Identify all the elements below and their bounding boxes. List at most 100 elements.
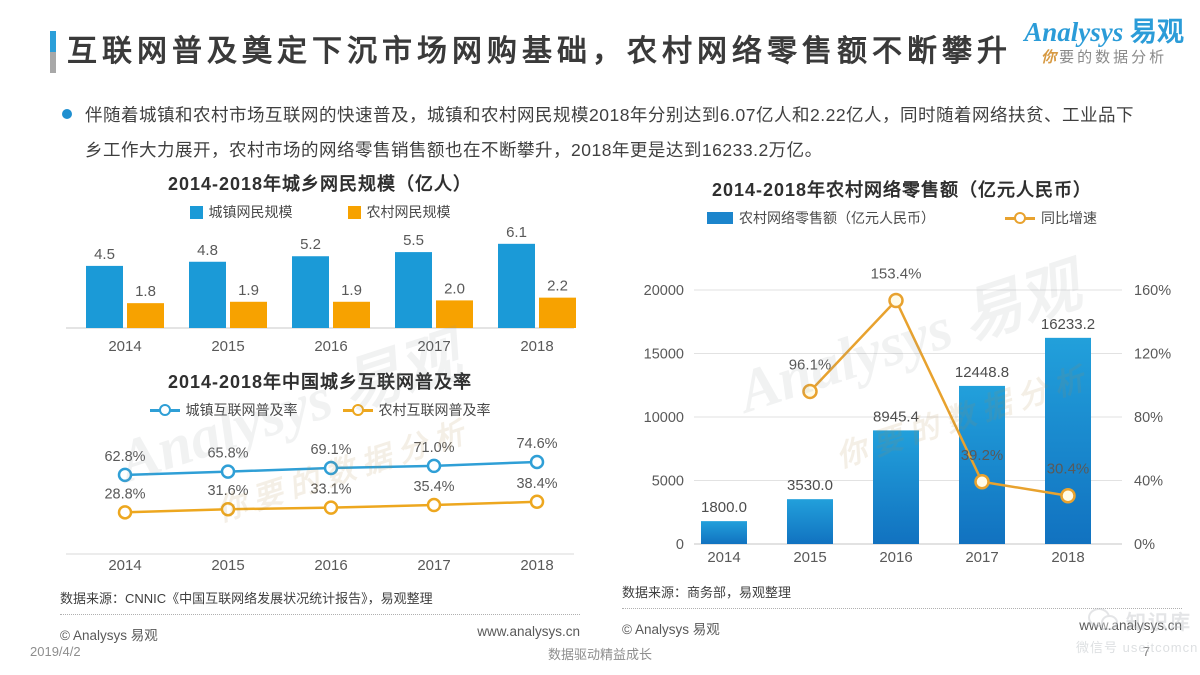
svg-text:120%: 120% <box>1134 347 1171 363</box>
svg-text:35.4%: 35.4% <box>413 479 454 495</box>
legend-item-growth-line: 同比增速 <box>1005 208 1097 228</box>
legend-item-rural-penetration: 农村互联网普及率 <box>342 400 491 420</box>
summary-text: 伴随着城镇和农村市场互联网的快速普及，城镇和农村网民规模2018年分别达到6.0… <box>85 105 1135 160</box>
svg-text:2016: 2016 <box>314 557 347 572</box>
svg-text:96.1%: 96.1% <box>789 356 832 373</box>
left-panel: 2014-2018年城乡网民规模（亿人） 城镇网民规模 农村网民规模 4.5 4.… <box>60 172 580 644</box>
svg-text:153.4%: 153.4% <box>871 265 922 282</box>
report-date: 2019/4/2 <box>30 644 81 659</box>
legend-label: 同比增速 <box>1041 210 1097 226</box>
copyright-text: © Analysys 易观 <box>622 622 720 637</box>
brand-tagline: 你要的数据分析 <box>1041 49 1168 67</box>
penetration-chart-title: 2014-2018年中国城乡互联网普及率 <box>167 372 473 392</box>
legend-line-marker-icon <box>149 403 180 417</box>
svg-text:5.5: 5.5 <box>403 232 424 249</box>
svg-text:2.0: 2.0 <box>444 280 465 297</box>
svg-text:6.1: 6.1 <box>506 224 527 241</box>
right-panel-footer: © Analysys 易观 www.analysys.cn <box>622 608 1182 638</box>
svg-text:8945.4: 8945.4 <box>873 408 919 425</box>
svg-text:2014: 2014 <box>108 338 141 355</box>
legend-item-retail-bars: 农村网络零售额（亿元人民币） <box>707 208 935 228</box>
legend-item-urban-netizen: 城镇网民规模 <box>189 202 293 222</box>
legend-label: 城镇网民规模 <box>208 204 293 220</box>
title-accent-bar <box>50 31 56 73</box>
svg-text:2016: 2016 <box>879 549 912 566</box>
brand-logo: Analysys 易观 你要的数据分析 <box>1024 17 1184 66</box>
svg-text:30.4%: 30.4% <box>1047 461 1090 478</box>
page-number: 7 <box>1142 644 1150 659</box>
svg-text:10000: 10000 <box>644 410 684 426</box>
svg-text:2018: 2018 <box>1051 549 1084 566</box>
svg-text:20000: 20000 <box>644 283 684 299</box>
summary-bullet: 伴随着城镇和农村市场互联网的快速普及，城镇和农村网民规模2018年分别达到6.0… <box>62 98 1152 168</box>
svg-text:2015: 2015 <box>211 557 244 572</box>
page-title: 互联网普及奠定下沉市场网购基础，农村网络零售额不断攀升 <box>67 35 1012 68</box>
page-footer: 2019/4/2 数据驱动精益成长 7 <box>0 644 1200 670</box>
svg-text:0%: 0% <box>1134 537 1155 553</box>
right-panel: 2014-2018年农村网络零售额（亿元人民币） 农村网络零售额（亿元人民币） … <box>622 178 1182 638</box>
svg-text:0: 0 <box>676 537 684 553</box>
svg-text:5.2: 5.2 <box>300 236 321 253</box>
legend-label: 农村互联网普及率 <box>378 402 491 418</box>
svg-text:2014: 2014 <box>707 549 740 566</box>
svg-text:71.0%: 71.0% <box>413 440 454 456</box>
legend-swatch-icon <box>189 205 203 219</box>
svg-text:33.1%: 33.1% <box>310 482 351 498</box>
right-source-note: 数据来源：商务部，易观整理 <box>622 585 792 600</box>
svg-text:2018: 2018 <box>520 338 553 355</box>
left-panel-footer: © Analysys 易观 www.analysys.cn <box>60 614 580 644</box>
brand-logo-text: Analysys 易观 <box>1024 17 1184 48</box>
svg-text:4.5: 4.5 <box>94 246 115 263</box>
retail-chart-title: 2014-2018年农村网络零售额（亿元人民币） <box>711 180 1093 200</box>
legend-label: 农村网民规模 <box>366 204 451 220</box>
svg-text:1.9: 1.9 <box>238 282 259 299</box>
penetration-line-chart: 62.8% 65.8% 69.1% 71.0% 74.6% 28.8% 31.6% 33.1%… <box>66 436 574 572</box>
legend-item-urban-penetration: 城镇互联网普及率 <box>149 400 298 420</box>
bullet-icon <box>62 109 72 119</box>
svg-text:39.2%: 39.2% <box>961 447 1004 464</box>
netizen-chart-title: 2014-2018年城乡网民规模（亿人） <box>167 174 473 194</box>
svg-text:12448.8: 12448.8 <box>955 364 1009 381</box>
svg-text:80%: 80% <box>1134 410 1163 426</box>
netizen-bar-chart: 4.5 4.8 5.2 5.5 6.1 1.8 1.9 1.9 2.0 2.2 2014 2015 20… <box>66 224 576 355</box>
accent-blue <box>50 31 56 52</box>
website-link: www.analysys.cn <box>1079 618 1182 633</box>
svg-text:40%: 40% <box>1134 474 1163 490</box>
retail-legend: 农村网络零售额（亿元人民币） 同比增速 <box>622 208 1182 228</box>
svg-text:62.8%: 62.8% <box>104 449 145 465</box>
svg-text:1.9: 1.9 <box>341 282 362 299</box>
svg-text:28.8%: 28.8% <box>104 486 145 502</box>
retail-combo-chart: 0 0% 5000 40% 10000 80% 15000 120% 20000 160% 1800… <box>644 265 1172 566</box>
netizen-legend: 城镇网民规模 农村网民规模 <box>60 202 580 222</box>
copyright-text: © Analysys 易观 <box>60 628 158 643</box>
penetration-legend: 城镇互联网普及率 农村互联网普及率 <box>60 400 580 420</box>
svg-text:2018: 2018 <box>520 557 553 572</box>
header: 互联网普及奠定下沉市场网购基础，农村网络零售额不断攀升 <box>50 30 1012 74</box>
legend-bar-swatch-icon <box>707 212 733 224</box>
svg-text:2014: 2014 <box>108 557 141 572</box>
svg-text:16233.2: 16233.2 <box>1041 316 1095 333</box>
brand-en: Analysys <box>1024 17 1124 47</box>
svg-text:31.6%: 31.6% <box>207 483 248 499</box>
svg-text:38.4%: 38.4% <box>516 476 557 492</box>
svg-text:2015: 2015 <box>211 338 244 355</box>
website-link: www.analysys.cn <box>477 624 580 639</box>
svg-text:2016: 2016 <box>314 338 347 355</box>
footer-slogan: 数据驱动精益成长 <box>547 647 652 662</box>
legend-label: 农村网络零售额（亿元人民币） <box>739 210 935 226</box>
svg-text:2017: 2017 <box>417 338 450 355</box>
svg-text:2017: 2017 <box>417 557 450 572</box>
legend-item-rural-netizen: 农村网民规模 <box>347 202 451 222</box>
legend-line-marker-icon <box>342 403 373 417</box>
svg-text:69.1%: 69.1% <box>310 442 351 458</box>
legend-line-marker-icon <box>1005 211 1035 225</box>
svg-text:4.8: 4.8 <box>197 242 218 259</box>
svg-text:1.8: 1.8 <box>135 283 156 300</box>
svg-text:5000: 5000 <box>652 474 684 490</box>
left-source-note: 数据来源：CNNIC《中国互联网络发展状况统计报告》，易观整理 <box>60 591 433 606</box>
svg-text:15000: 15000 <box>644 347 684 363</box>
svg-text:3530.0: 3530.0 <box>787 477 833 494</box>
accent-gray <box>50 52 56 73</box>
legend-swatch-icon <box>347 205 361 219</box>
